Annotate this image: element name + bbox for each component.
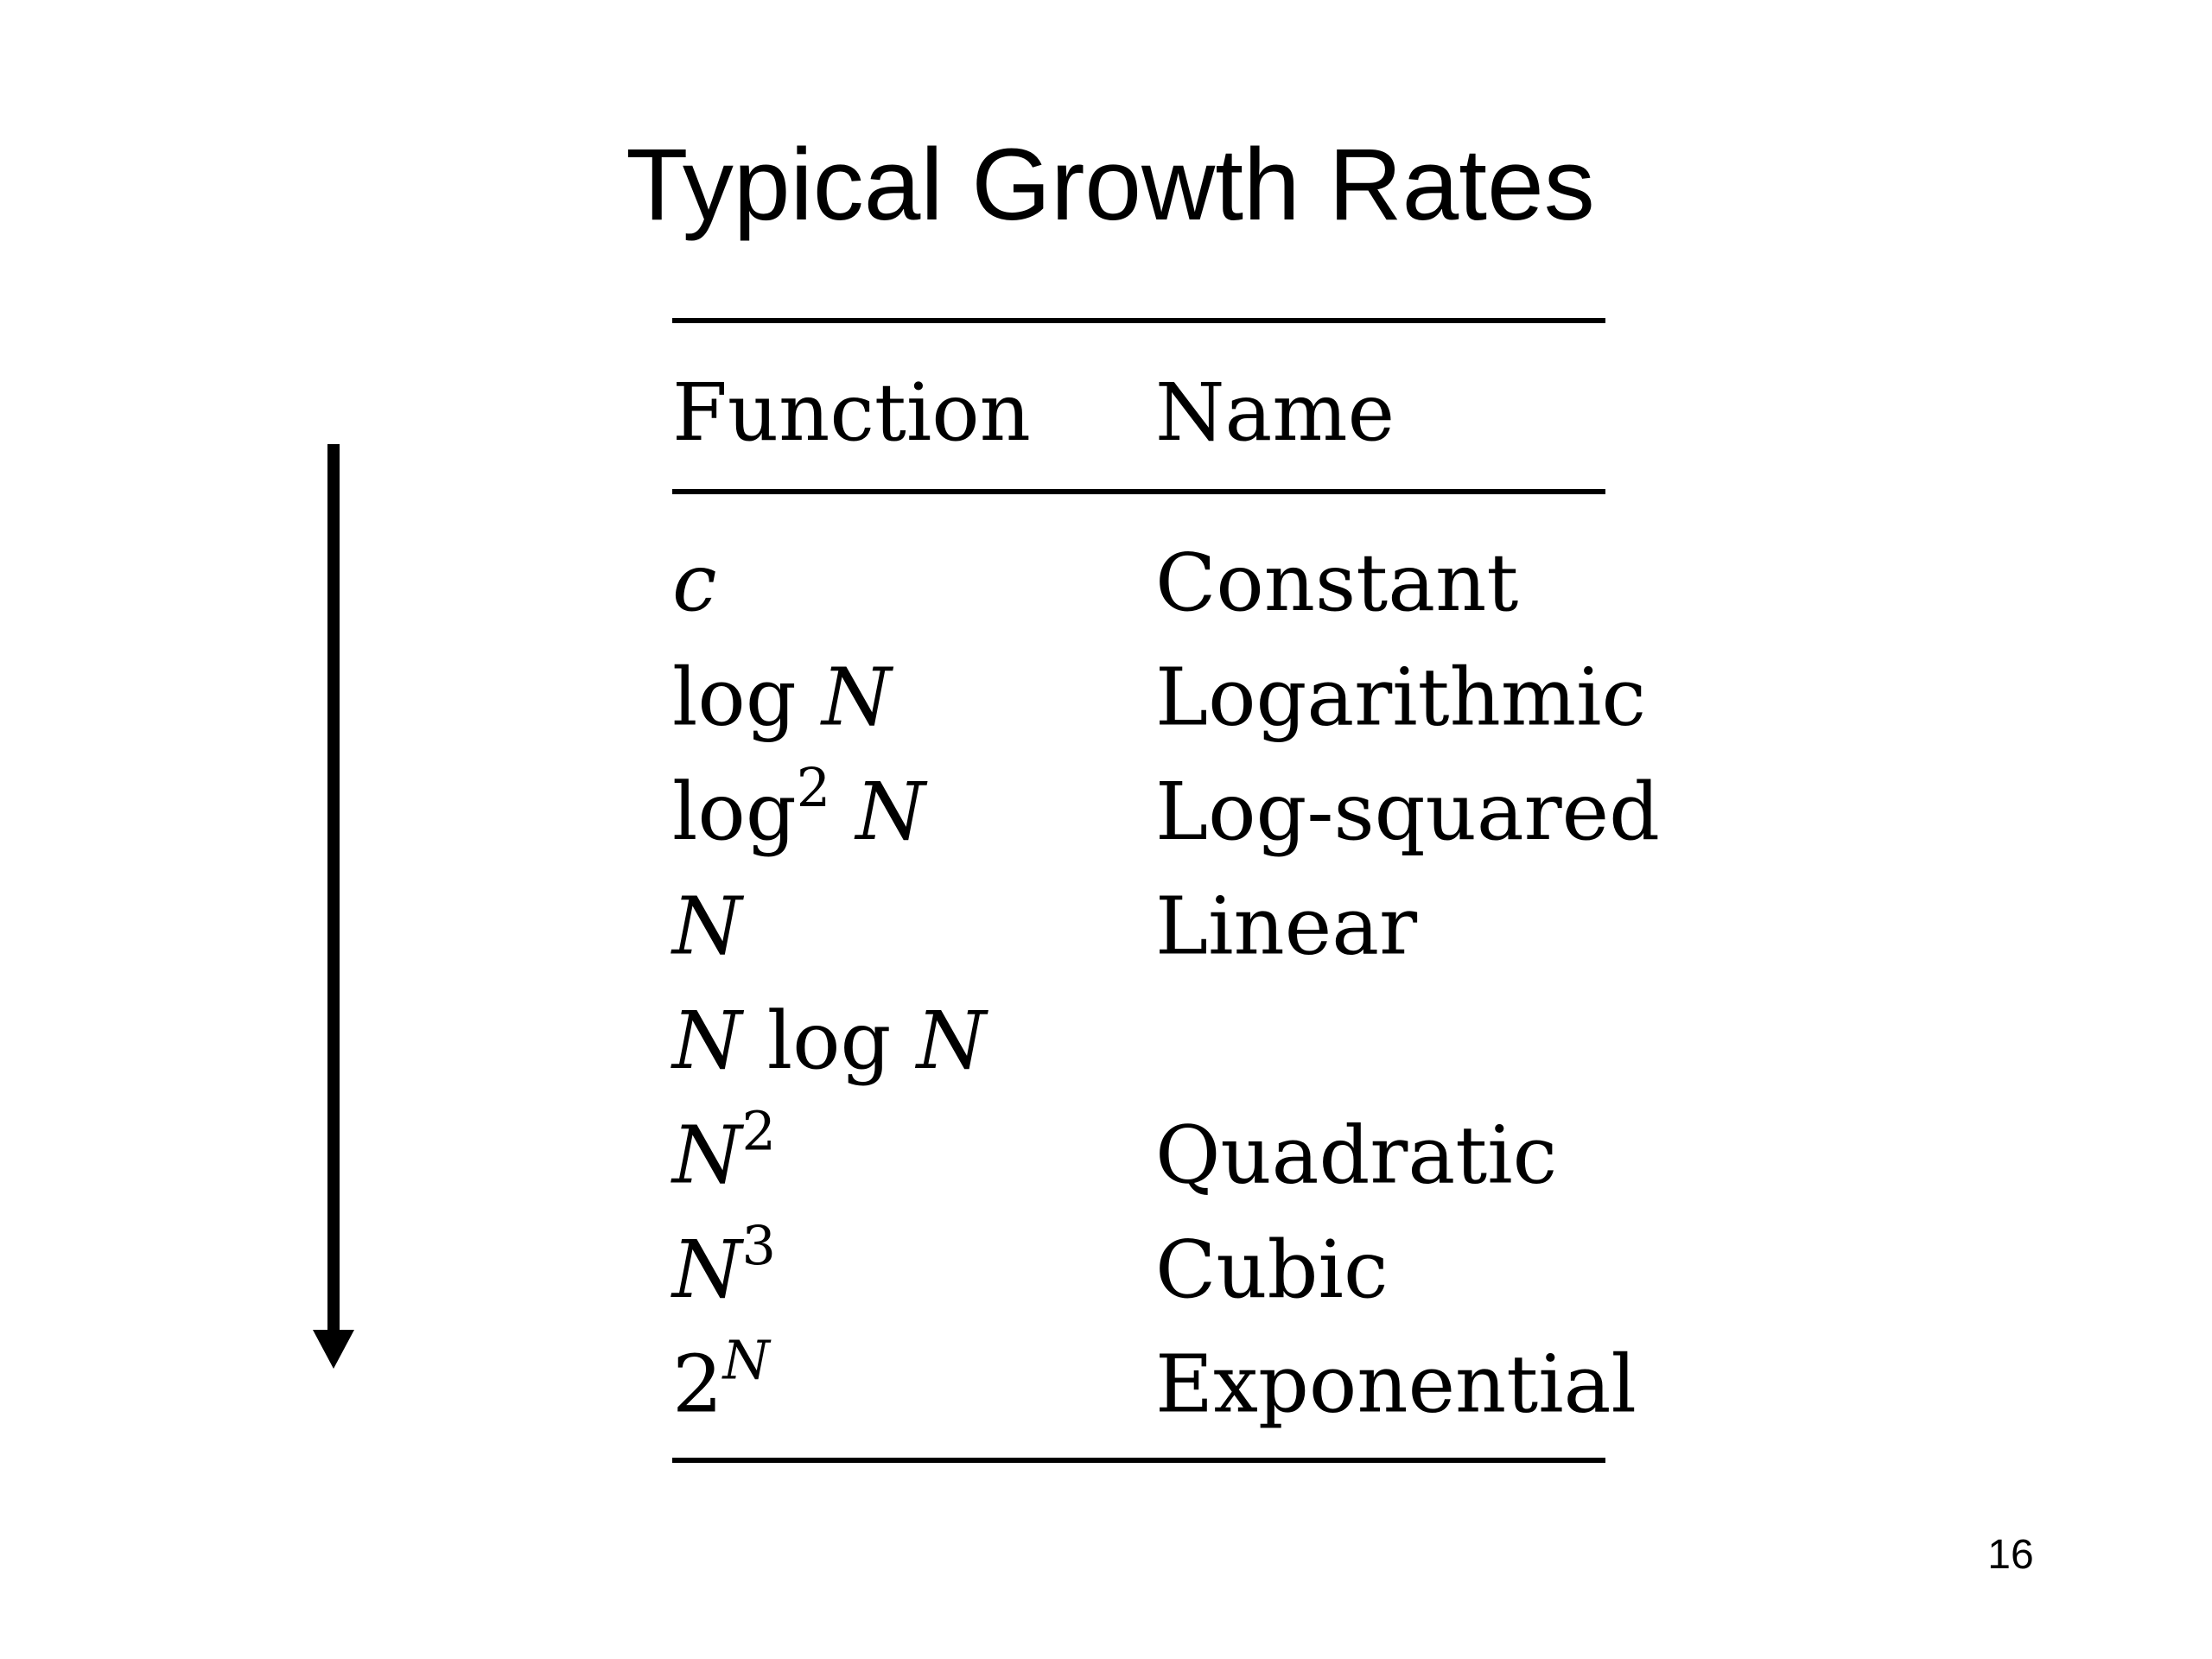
function-part: log [742,995,917,1087]
name-cell: Constant [1155,537,1518,629]
superscript: 3 [742,1214,776,1277]
function-part: log [672,766,797,858]
function-part: N [671,1224,745,1316]
function-part: log [672,652,822,744]
function-cell: log N [672,652,894,744]
function-cell: log2 N [672,756,928,858]
function-cell: 2N [672,1329,772,1431]
function-part: N [671,995,745,1087]
name-cell: Exponential [1155,1338,1637,1431]
superscript: N [721,1329,772,1392]
column-header: Function [672,366,1031,459]
slide-title: Typical Growth Rates [626,128,1594,242]
column-header: Name [1155,366,1395,459]
function-cell: N3 [671,1214,776,1316]
page-number: 16 [1987,1532,2033,1578]
function-part: N [854,766,928,858]
name-cell: Quadratic [1155,1109,1557,1202]
name-cell: Logarithmic [1155,652,1646,744]
function-cell: N [671,880,745,973]
function-part: N [671,1109,745,1202]
function-part: N [671,880,745,973]
function-part: N [915,995,989,1087]
function-cell: N2 [671,1100,776,1202]
name-cell: Linear [1155,880,1417,973]
superscript: 2 [742,1100,776,1163]
function-part: c [672,537,717,629]
function-part [830,766,855,858]
function-part: N [820,652,894,744]
arrow-head [313,1330,354,1369]
name-cell: Log-squared [1155,766,1660,858]
name-cell: Cubic [1155,1224,1389,1316]
function-cell: c [672,537,717,629]
function-cell: N log N [671,995,989,1087]
superscript: 2 [797,756,830,819]
function-part: 2 [672,1338,723,1431]
